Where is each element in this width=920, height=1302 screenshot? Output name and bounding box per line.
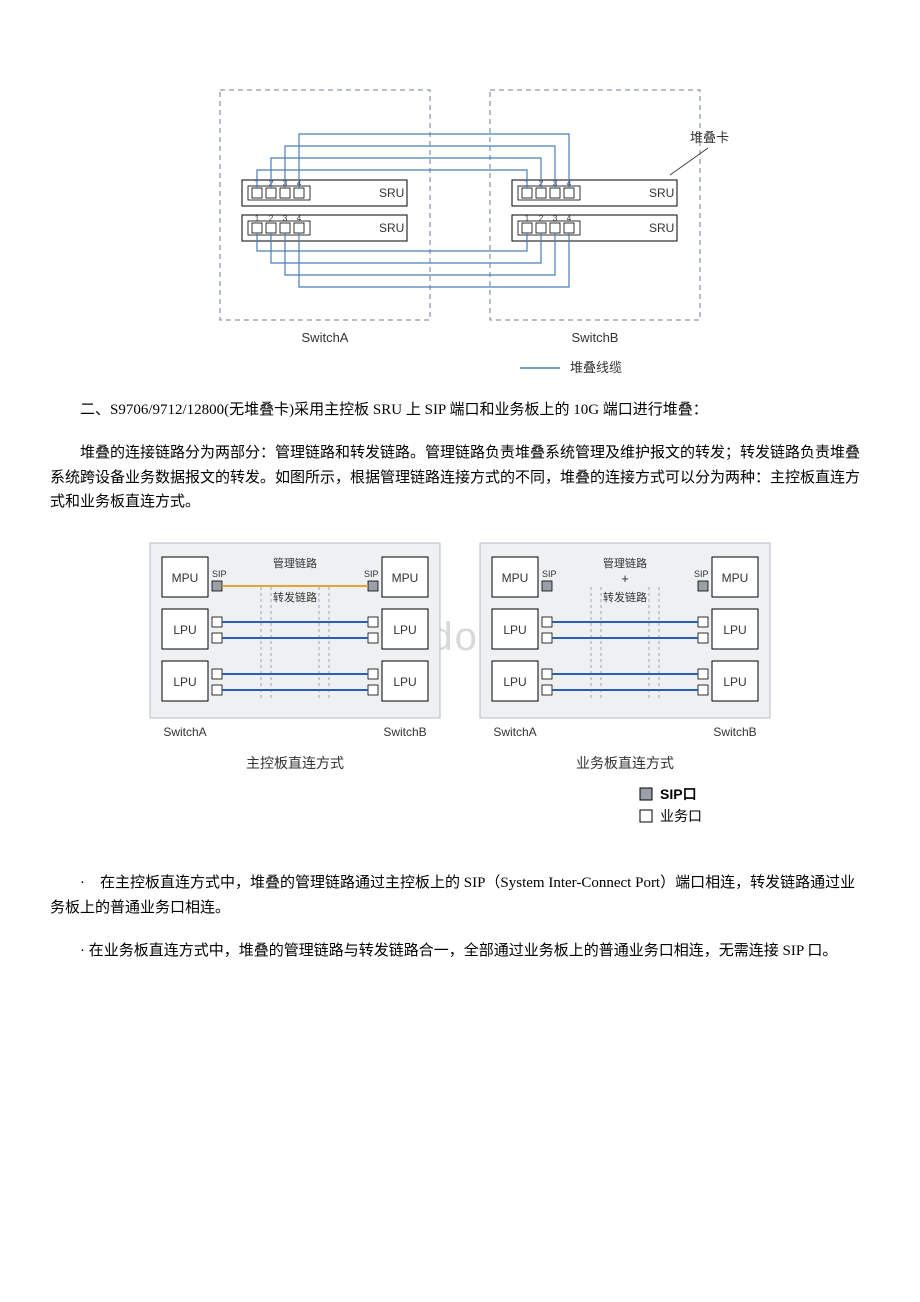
svg-text:SwitchB: SwitchB <box>383 725 426 739</box>
svg-text:LPU: LPU <box>723 675 746 689</box>
svg-text:3: 3 <box>553 214 558 223</box>
svg-text:MPU: MPU <box>722 571 749 585</box>
svg-text:LPU: LPU <box>393 675 416 689</box>
svg-text:转发链路: 转发链路 <box>603 590 647 604</box>
svg-text:MPU: MPU <box>502 571 529 585</box>
svg-text:管理链路: 管理链路 <box>273 556 317 570</box>
svg-text:业务板直连方式: 业务板直连方式 <box>576 755 674 771</box>
svg-text:LPU: LPU <box>723 623 746 637</box>
svg-text:SIP: SIP <box>364 569 379 579</box>
svg-text:SRU: SRU <box>379 186 404 200</box>
svg-text:SIP: SIP <box>212 569 227 579</box>
paragraph-3: · 在主控板直连方式中，堆叠的管理链路通过主控板上的 SIP（System In… <box>50 871 870 921</box>
svg-text:SIP口: SIP口 <box>660 786 697 802</box>
svg-text:主控板直连方式: 主控板直连方式 <box>246 755 344 771</box>
svg-text:堆叠卡: 堆叠卡 <box>690 130 729 145</box>
svg-text:3: 3 <box>283 214 288 223</box>
figure-connection-modes: MPU MPU SIP SIP LPU LPU LPU LPU 管理链路转发链路 SwitchA S… <box>140 533 780 853</box>
svg-text:转发链路: 转发链路 <box>273 590 317 604</box>
figure-stack-card: 1234SRU1234SRU1234SRU1234SRUSwitchASwitc… <box>190 70 730 380</box>
svg-text:SIP: SIP <box>542 569 557 579</box>
svg-text:SwitchB: SwitchB <box>713 725 756 739</box>
svg-text:业务口: 业务口 <box>660 808 702 824</box>
svg-text:SwitchA: SwitchA <box>493 725 536 739</box>
svg-text:MPU: MPU <box>172 571 199 585</box>
svg-text:LPU: LPU <box>503 675 526 689</box>
paragraph-4: · 在业务板直连方式中，堆叠的管理链路与转发链路合一，全部通过业务板上的普通业务… <box>50 939 870 964</box>
svg-text:SIP: SIP <box>694 569 709 579</box>
svg-text:2: 2 <box>269 214 274 223</box>
paragraph-2: 堆叠的连接链路分为两部分：管理链路和转发链路。管理链路负责堆叠系统管理及维护报文… <box>50 441 870 515</box>
svg-text:SRU: SRU <box>379 221 404 235</box>
svg-text:SwitchA: SwitchA <box>302 330 349 345</box>
svg-text:SwitchA: SwitchA <box>163 725 206 739</box>
svg-text:SRU: SRU <box>649 186 674 200</box>
svg-text:4: 4 <box>297 214 302 223</box>
svg-text:LPU: LPU <box>173 623 196 637</box>
paragraph-1: 二、S9706/9712/12800(无堆叠卡)采用主控板 SRU 上 SIP … <box>50 398 870 423</box>
svg-text:1: 1 <box>255 214 260 223</box>
svg-text:管理链路: 管理链路 <box>603 556 647 570</box>
svg-text:LPU: LPU <box>393 623 416 637</box>
svg-text:堆叠线缆: 堆叠线缆 <box>570 360 622 375</box>
svg-text:LPU: LPU <box>173 675 196 689</box>
svg-text:MPU: MPU <box>392 571 419 585</box>
svg-text:+: + <box>621 571 629 586</box>
svg-text:SRU: SRU <box>649 221 674 235</box>
svg-text:4: 4 <box>567 214 572 223</box>
svg-text:SwitchB: SwitchB <box>572 330 619 345</box>
svg-text:2: 2 <box>539 214 544 223</box>
svg-text:1: 1 <box>525 214 530 223</box>
svg-text:LPU: LPU <box>503 623 526 637</box>
